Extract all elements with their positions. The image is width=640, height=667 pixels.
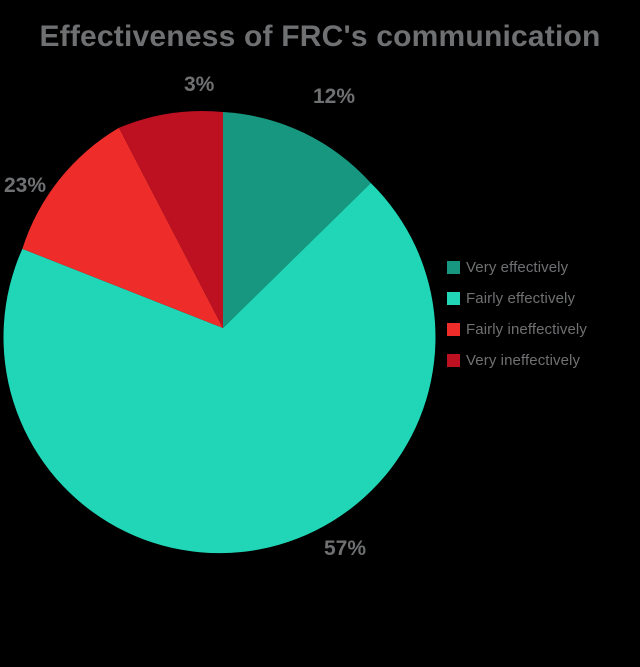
slice-label-very-ineffectively: 3% — [184, 73, 215, 96]
legend-item-very-ineffectively[interactable]: Very ineffectively — [447, 345, 637, 376]
pie-slice-fairly-ineffectively[interactable] — [22, 127, 223, 329]
chart-title: Effectiveness of FRC's communication — [39, 20, 601, 53]
legend-swatch-icon-very-ineffectively — [447, 354, 460, 367]
chart-legend: Very effectively Fairly effectively Fair… — [447, 252, 637, 376]
legend-label-very-effectively: Very effectively — [466, 258, 569, 276]
legend-label-very-ineffectively: Very ineffectively — [466, 351, 581, 369]
pie-svg — [3, 111, 436, 554]
legend-swatch-icon-very-effectively — [447, 261, 460, 274]
legend-swatch-icon-fairly-ineffectively — [447, 323, 460, 336]
legend-item-very-effectively[interactable]: Very effectively — [447, 252, 637, 283]
legend-swatch-icon-fairly-effectively — [447, 292, 460, 305]
slice-label-very-effectively: 12% — [313, 85, 356, 108]
legend-label-fairly-ineffectively: Fairly ineffectively — [466, 320, 587, 338]
legend-label-fairly-effectively: Fairly effectively — [466, 289, 576, 307]
pie-slice-very-effectively[interactable] — [223, 112, 371, 328]
slice-label-fairly-ineffectively: 23% — [4, 174, 47, 197]
pie-slice-fairly-effectively[interactable] — [3, 183, 436, 554]
legend-item-fairly-ineffectively[interactable]: Fairly ineffectively — [447, 314, 637, 345]
slice-label-fairly-effectively: 57% — [324, 537, 367, 560]
pie-plot-area: 12% 57% 23% 3% — [3, 73, 436, 560]
pie-slice-very-ineffectively[interactable] — [118, 111, 223, 328]
legend-item-fairly-effectively[interactable]: Fairly effectively — [447, 283, 637, 314]
